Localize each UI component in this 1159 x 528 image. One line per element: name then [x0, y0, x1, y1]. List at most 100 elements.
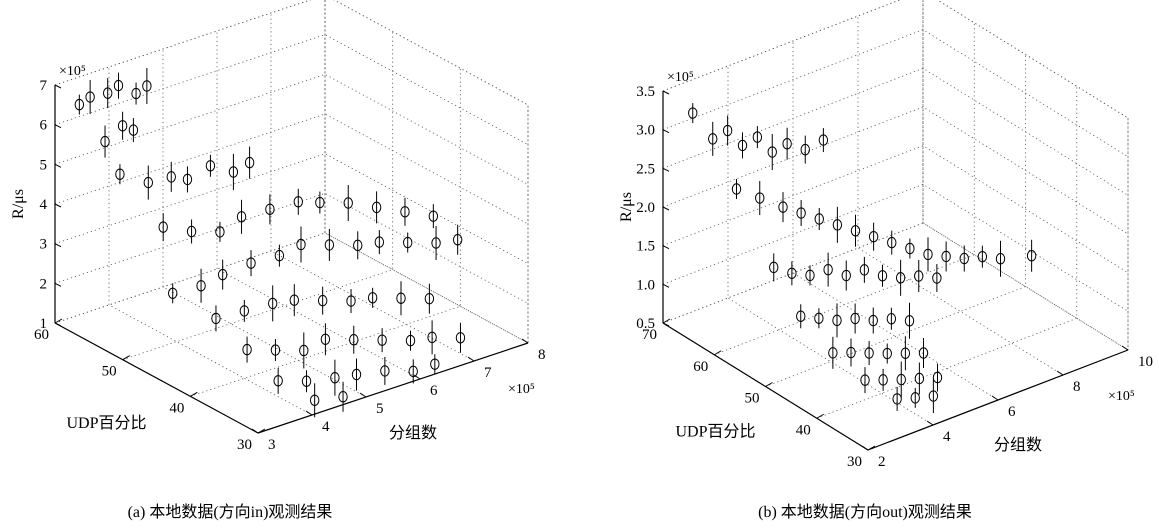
data-point — [205, 160, 216, 172]
data-point — [895, 272, 906, 284]
data-point — [850, 312, 860, 325]
data-point — [787, 267, 797, 279]
data-point — [892, 393, 902, 405]
data-point — [427, 331, 437, 344]
data-point — [428, 210, 439, 222]
data-point — [928, 390, 939, 402]
grid-line — [662, 183, 1129, 312]
data-point — [330, 372, 340, 384]
y-tick-mark — [714, 350, 722, 356]
z-tick-mark — [54, 243, 62, 248]
y-tick-label: 50 — [102, 364, 117, 380]
data-point — [767, 146, 777, 158]
data-point — [850, 225, 861, 237]
y-axis — [54, 322, 259, 434]
data-point — [722, 124, 733, 137]
box-edge — [54, 0, 529, 106]
axes: 0.5 1.0 1.5 2.0 2.5 3.0 3.5 30 40 50 60 70 2 4 6 8 10 — [636, 84, 1153, 470]
data-point — [914, 270, 924, 282]
x-tick-label: 10 — [1138, 354, 1153, 370]
data-point — [351, 368, 362, 381]
data-point — [317, 294, 328, 307]
z-tick-mark — [662, 129, 670, 134]
data-point — [814, 213, 824, 225]
data-point — [274, 249, 285, 262]
grid-line — [54, 113, 529, 225]
data-point — [115, 168, 125, 180]
x-tick-mark — [467, 356, 475, 362]
y-tick-mark — [765, 382, 773, 387]
data-point — [158, 221, 168, 233]
x-tick-label: 3 — [268, 437, 276, 453]
data-point — [431, 237, 441, 249]
z-tick-label: 3.0 — [636, 123, 655, 139]
y-tick-label: 40 — [796, 422, 811, 438]
grid-line — [662, 0, 924, 324]
data-point — [859, 264, 870, 276]
grid-line — [922, 0, 1129, 351]
data-point — [841, 269, 851, 282]
data-points — [688, 103, 1037, 414]
data-point — [864, 347, 874, 359]
data-point — [905, 242, 915, 255]
data-point — [896, 373, 906, 386]
grid-line — [662, 106, 1129, 235]
data-point — [400, 206, 410, 218]
z-tick-label: 3.5 — [636, 84, 655, 100]
x-tick-label: 5 — [376, 401, 384, 417]
y-tick-label: 40 — [169, 400, 184, 416]
data-point — [688, 107, 698, 119]
data-point — [882, 347, 892, 360]
grid-line — [54, 0, 326, 324]
grid — [662, 0, 1129, 451]
data-point — [103, 87, 113, 99]
data-point — [941, 250, 951, 263]
z-tick-label: 1.5 — [636, 239, 655, 255]
data-point — [796, 207, 806, 219]
data-point — [455, 332, 466, 344]
data-point — [731, 183, 742, 195]
grid-line — [216, 31, 421, 380]
grid — [54, 0, 529, 434]
data-point — [424, 292, 435, 305]
y-tick-mark — [867, 445, 876, 451]
x-tick-label: 2 — [878, 454, 886, 470]
data-point — [377, 334, 387, 346]
z-tick-mark — [662, 283, 670, 288]
data-point — [374, 236, 385, 248]
data-point — [74, 98, 85, 111]
data-point — [805, 269, 815, 282]
grid-line — [857, 16, 1064, 376]
box-edge — [662, 0, 1129, 119]
data-point — [818, 134, 829, 146]
grid-line — [662, 222, 1129, 351]
x-tick-mark — [926, 420, 934, 426]
data-point — [405, 334, 416, 347]
x-tick-mark — [1056, 370, 1064, 376]
z-tick-label: 0.5 — [636, 316, 655, 332]
data-point — [800, 143, 810, 156]
data-point — [932, 272, 942, 284]
data-point — [796, 310, 806, 322]
data-point — [343, 197, 353, 209]
data-point — [246, 257, 256, 269]
data-point — [752, 131, 763, 143]
data-point — [900, 347, 911, 359]
x-tick-label: 8 — [1073, 379, 1081, 395]
grid-line — [54, 85, 259, 434]
data-point — [868, 230, 879, 243]
data-point — [289, 294, 299, 306]
data-point — [265, 203, 275, 216]
data-point — [242, 343, 252, 356]
grid-line — [270, 13, 475, 362]
z-tick-label: 2.5 — [636, 161, 655, 177]
z-tick-label: 7 — [40, 78, 48, 94]
z-tick-mark — [662, 322, 670, 327]
z-tick-label: 5 — [40, 157, 48, 173]
data-point — [923, 248, 933, 261]
data-point — [346, 295, 356, 307]
data-point — [215, 226, 225, 238]
x-axis-label: 分组数 — [994, 436, 1042, 454]
x-multiplier: ×10⁵ — [508, 382, 535, 397]
